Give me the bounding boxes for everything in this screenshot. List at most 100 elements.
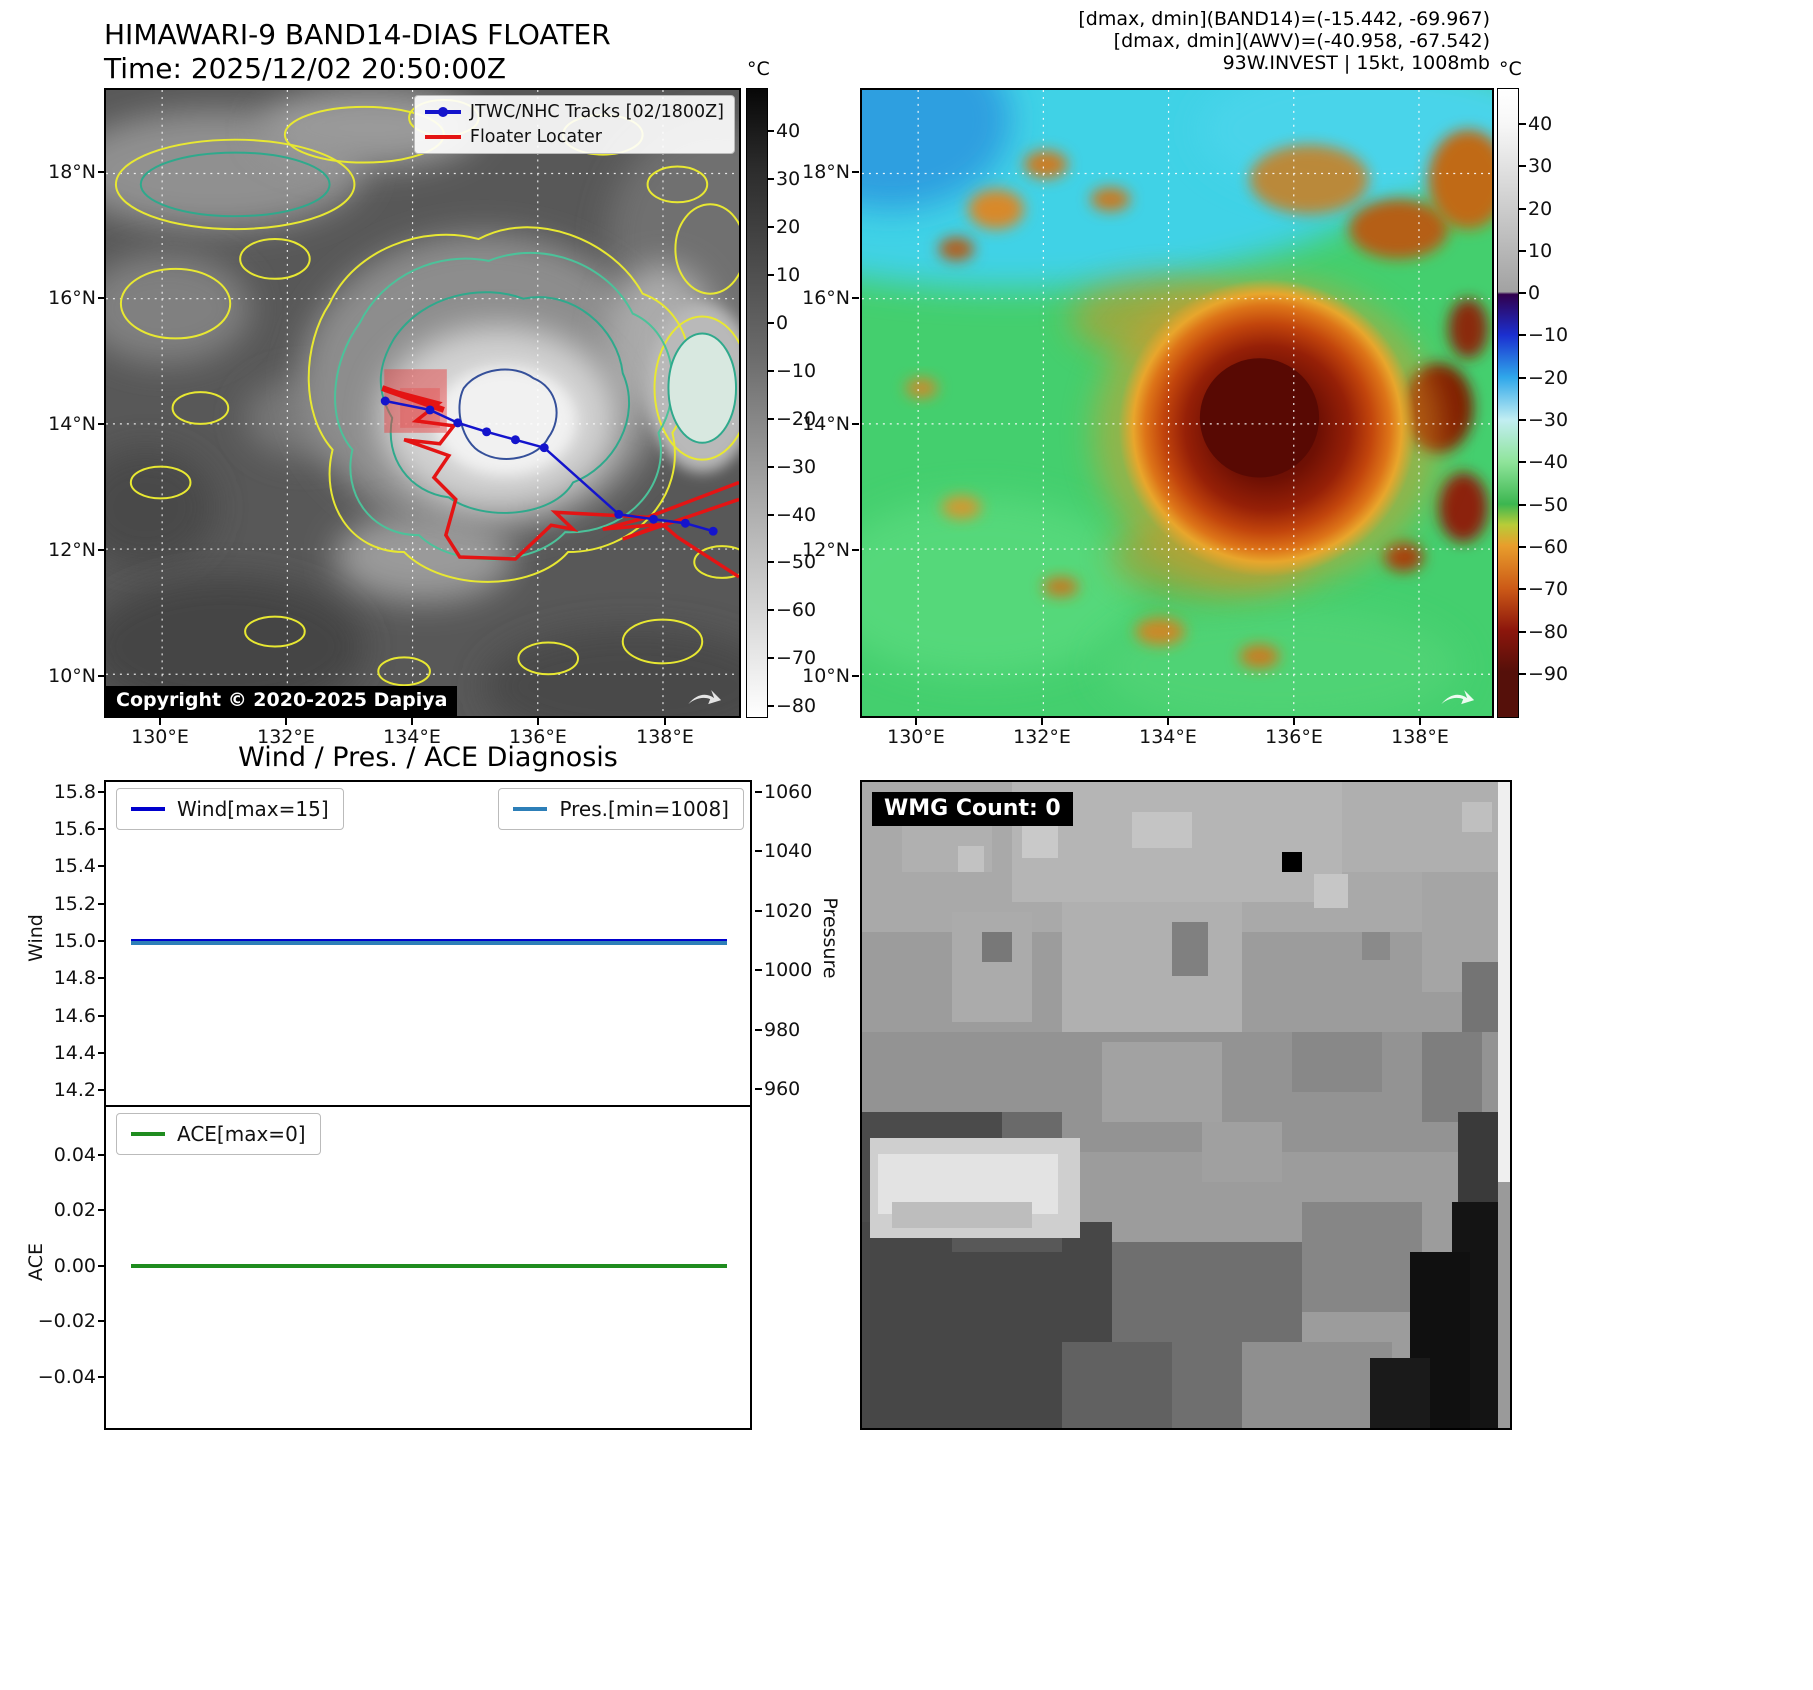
- colorbar-tick: −60: [1518, 536, 1569, 558]
- wind-ytick: 14.4: [36, 1042, 105, 1064]
- awv-header: [dmax, dmin](BAND14)=(-15.442, -69.967) …: [1078, 8, 1490, 74]
- legend-row-floater: Floater Locater: [424, 127, 724, 147]
- lon-tick: 132°E: [1007, 718, 1077, 748]
- colorbar-tick: 40: [766, 120, 801, 142]
- floater-line-swatch-icon: [424, 135, 461, 139]
- wind-ytick: 15.4: [36, 855, 105, 877]
- floater-locater-track: [381, 369, 739, 579]
- wmg-count-badge: WMG Count: 0: [872, 792, 1073, 826]
- colorbar-tick: 0: [766, 312, 789, 334]
- wind-ytick: 14.6: [36, 1005, 105, 1027]
- lon-tick: 134°E: [377, 718, 447, 748]
- awv-map-panel: [860, 88, 1494, 718]
- colorbar-tick: −90: [1518, 663, 1569, 685]
- band14-time: Time: 2025/12/02 20:50:00Z: [104, 52, 507, 85]
- colorbar-tick: −10: [1518, 324, 1569, 346]
- wmg-image: [862, 782, 1510, 1428]
- lon-tick: 130°E: [881, 718, 951, 748]
- lat-tick: 18°N: [788, 161, 859, 183]
- colorbar-tick: 20: [766, 216, 801, 238]
- awv-satellite-image: [862, 90, 1492, 716]
- wmg-right-strip: [1498, 782, 1510, 1428]
- pressure-ytick: 1000: [755, 959, 824, 981]
- lat-tick: 16°N: [34, 287, 105, 309]
- ace-ytick: 0.04: [36, 1144, 105, 1166]
- colorbar-tick: −50: [1518, 494, 1569, 516]
- lat-tick: 12°N: [788, 539, 859, 561]
- legend-row-tracks: JTWC/NHC Tracks [02/1800Z]: [424, 102, 724, 122]
- pressure-ytick: 980: [755, 1019, 824, 1041]
- band14-colorbar: [746, 88, 768, 718]
- lat-tick: 10°N: [788, 665, 859, 687]
- awv-header-line3: 93W.INVEST | 15kt, 1008mb: [1222, 52, 1490, 74]
- pressure-ytick: 1020: [755, 900, 824, 922]
- colorbar-tick: −50: [766, 551, 817, 573]
- colorbar-tick: −20: [1518, 367, 1569, 389]
- wind-ytick: 15.2: [36, 893, 105, 915]
- lon-tick: 138°E: [630, 718, 700, 748]
- wind-legend-label: Wind[max=15]: [177, 797, 329, 821]
- ace-line-swatch-icon: [131, 1132, 165, 1136]
- colorbar-tick: −60: [766, 599, 817, 621]
- diagnosis-title: Wind / Pres. / ACE Diagnosis: [238, 742, 618, 773]
- pressure-axis-label: Pressure: [819, 897, 841, 979]
- band14-colorbar-unit: °C: [747, 58, 770, 80]
- colorbar-tick: 30: [1518, 155, 1553, 177]
- pressure-ytick: 1040: [755, 840, 824, 862]
- lon-tick: 138°E: [1385, 718, 1455, 748]
- band14-title: HIMAWARI-9 BAND14-DIAS FLOATER: [104, 18, 611, 51]
- colorbar-tick: −80: [1518, 621, 1569, 643]
- wmg-panel: WMG Count: 0: [860, 780, 1512, 1430]
- contour-inner: [458, 368, 558, 460]
- colorbar-tick: −20: [766, 408, 817, 430]
- wind-axis-label: Wind: [25, 914, 47, 962]
- track-line-swatch-icon: [424, 107, 461, 117]
- awv-storm-core: [1093, 278, 1442, 587]
- colorbar-tick: 30: [766, 168, 801, 190]
- lon-tick: 130°E: [125, 718, 195, 748]
- colorbar-tick: 20: [1518, 198, 1553, 220]
- wind-ytick: 15.8: [36, 781, 105, 803]
- lon-tick: 136°E: [503, 718, 573, 748]
- colorbar-tick: −10: [766, 360, 817, 382]
- colorbar-tick: −30: [766, 456, 817, 478]
- lat-tick: 14°N: [788, 413, 859, 435]
- ace-ytick: −0.02: [37, 1310, 105, 1332]
- colorbar-tick: −70: [766, 647, 817, 669]
- pressure-line-swatch-icon: [513, 807, 548, 811]
- wind-legend: Wind[max=15]: [116, 788, 344, 830]
- awv-colorbar: [1497, 88, 1519, 718]
- ace-legend: ACE[max=0]: [116, 1113, 321, 1155]
- pressure-legend-label: Pres.[min=1008]: [559, 797, 729, 821]
- awv-background-texture: [862, 90, 1492, 716]
- lat-tick: 18°N: [34, 161, 105, 183]
- lon-tick: 136°E: [1259, 718, 1329, 748]
- ace-legend-label: ACE[max=0]: [177, 1122, 306, 1146]
- band14-map-panel: JTWC/NHC Tracks [02/1800Z] Floater Locat…: [104, 88, 741, 718]
- band14-legend: JTWC/NHC Tracks [02/1800Z] Floater Locat…: [413, 95, 735, 154]
- colorbar-tick: 40: [1518, 113, 1553, 135]
- awv-header-line2: [dmax, dmin](AWV)=(-40.958, -67.542): [1113, 30, 1490, 52]
- lat-tick: 16°N: [788, 287, 859, 309]
- colorbar-tick: −30: [1518, 409, 1569, 431]
- wind-ytick: 14.2: [36, 1079, 105, 1101]
- wind-ytick: 15.0: [36, 930, 105, 952]
- pressure-ytick: 1060: [755, 781, 824, 803]
- ace-ytick: 0.02: [36, 1199, 105, 1221]
- ace-ytick: −0.04: [37, 1366, 105, 1388]
- pressure-legend: Pres.[min=1008]: [498, 788, 744, 830]
- map-corner-icon: [1441, 690, 1475, 705]
- colorbar-tick: −70: [1518, 578, 1569, 600]
- colorbar-tick: −40: [1518, 451, 1569, 473]
- lat-tick: 12°N: [34, 539, 105, 561]
- wind-ytick: 15.6: [36, 818, 105, 840]
- colorbar-tick: −40: [766, 504, 817, 526]
- wind-line-swatch-icon: [131, 807, 165, 811]
- colorbar-tick: 10: [766, 264, 801, 286]
- colorbar-tick: 10: [1518, 240, 1553, 262]
- legend-tracks-label: JTWC/NHC Tracks [02/1800Z]: [469, 102, 724, 122]
- pressure-ytick: 960: [755, 1078, 824, 1100]
- awv-header-line1: [dmax, dmin](BAND14)=(-15.442, -69.967): [1078, 8, 1490, 30]
- colorbar-tick: −80: [766, 695, 817, 717]
